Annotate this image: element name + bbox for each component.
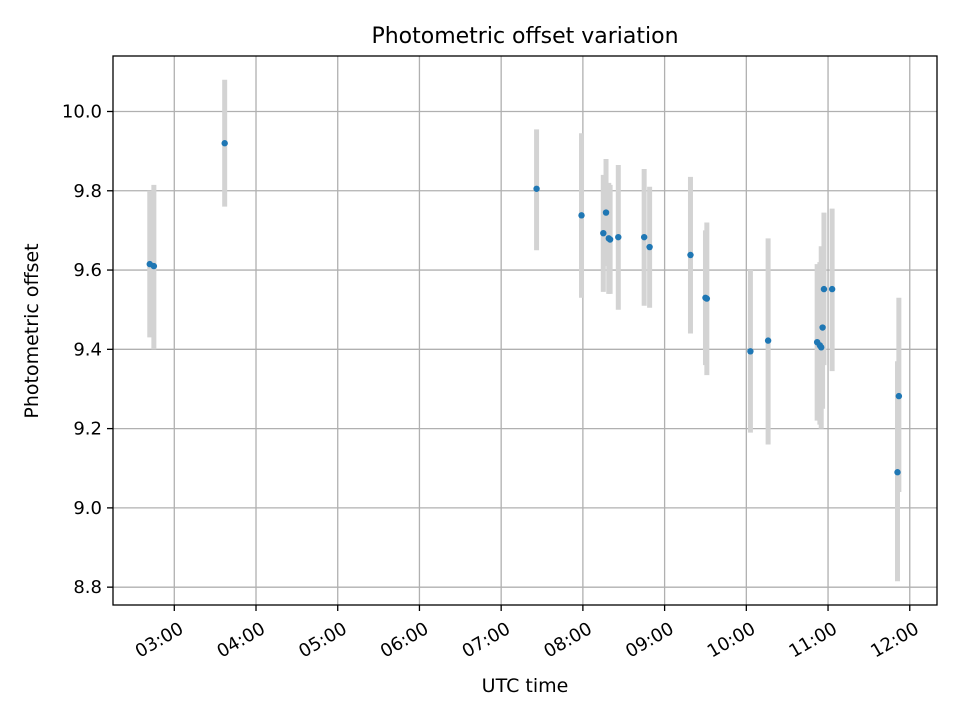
- y-tick-label: 10.0: [62, 101, 102, 122]
- data-point: [828, 285, 836, 293]
- data-point: [764, 337, 772, 344]
- data-point: [602, 209, 610, 216]
- data-point: [640, 233, 648, 241]
- plot-frame: [112, 55, 938, 606]
- data-point: [687, 251, 694, 259]
- data-point: [895, 392, 903, 400]
- data-point: [150, 262, 158, 270]
- data-point: [221, 140, 228, 147]
- y-tick-label: 9.0: [73, 498, 102, 519]
- data-point: [600, 229, 607, 237]
- data-point: [820, 285, 828, 293]
- data-point: [894, 469, 901, 476]
- data-point: [818, 344, 825, 351]
- x-tick-label: 11:00: [786, 618, 841, 662]
- x-tick-label: 06:00: [377, 618, 432, 662]
- y-axis-label: Photometric offset: [21, 243, 43, 418]
- x-axis-label: UTC time: [482, 675, 569, 697]
- y-tick-label: 9.8: [73, 181, 102, 202]
- data-point: [578, 212, 585, 219]
- x-tick-label: 03:00: [132, 618, 187, 662]
- data-points: [146, 140, 903, 476]
- y-tick-label: 9.2: [73, 419, 102, 440]
- x-tick-label: 09:00: [622, 618, 677, 662]
- data-point: [747, 348, 754, 355]
- x-tick-label: 05:00: [295, 618, 350, 662]
- x-tick-label: 07:00: [459, 618, 514, 662]
- x-tick-label: 04:00: [213, 618, 268, 662]
- error-bars: [147, 79, 902, 582]
- data-point: [703, 295, 711, 302]
- y-tick-label: 8.8: [73, 577, 102, 598]
- x-tick-label: 12:00: [867, 618, 922, 662]
- chart-title: Photometric offset variation: [371, 24, 678, 49]
- y-tick-label: 9.4: [73, 339, 102, 360]
- x-tick-label: 08:00: [540, 618, 595, 662]
- grid-lines: [113, 56, 937, 605]
- data-point: [819, 324, 826, 331]
- y-tick-label: 9.6: [73, 260, 102, 281]
- data-point: [646, 243, 653, 251]
- data-point: [533, 185, 540, 192]
- axes: 03:00 04:00 05:00 06:00 07:00 08:00 09:00 10:00…: [62, 55, 938, 662]
- data-point: [606, 236, 614, 243]
- data-point: [615, 233, 622, 241]
- x-tick-label: 10:00: [704, 618, 759, 662]
